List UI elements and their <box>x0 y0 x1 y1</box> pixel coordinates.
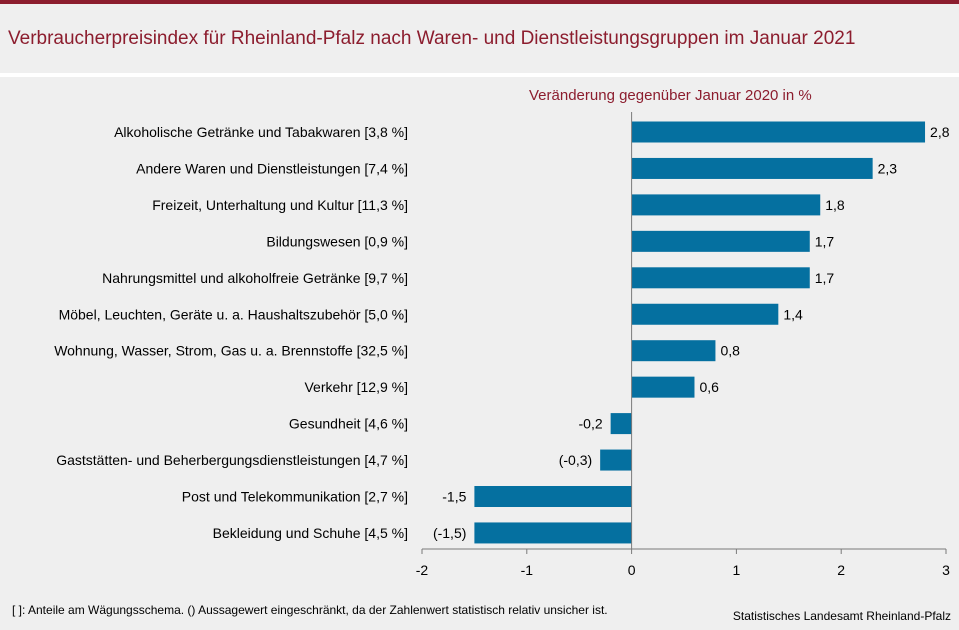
data-label: 1,7 <box>815 233 835 249</box>
category-label: Wohnung, Wasser, Strom, Gas u. a. Brenns… <box>54 343 408 359</box>
x-tick-label: 2 <box>837 562 845 578</box>
data-label: 2,3 <box>878 160 898 176</box>
data-label: 1,8 <box>825 197 845 213</box>
footnote: [ ]: Anteile am Wägungsschema. () Aussag… <box>12 603 608 617</box>
data-label: 2,8 <box>930 124 950 140</box>
data-label: 1,4 <box>783 306 803 322</box>
labels-layer: Alkoholische Getränke und Tabakwaren [3,… <box>54 124 950 541</box>
data-label: (-1,5) <box>433 525 466 541</box>
category-label: Verkehr [12,9 %] <box>304 379 408 395</box>
category-label: Bekleidung und Schuhe [4,5 %] <box>213 525 408 541</box>
bar <box>631 340 716 362</box>
data-label: (-0,3) <box>559 452 592 468</box>
bar <box>600 449 632 471</box>
data-label: 0,8 <box>720 343 740 359</box>
data-label: -1,5 <box>442 489 466 505</box>
title-separator <box>0 73 959 77</box>
data-label: -0,2 <box>579 416 603 432</box>
top-accent-rule <box>0 0 959 4</box>
bars-layer <box>474 121 926 544</box>
category-label: Alkoholische Getränke und Tabakwaren [3,… <box>114 124 408 140</box>
category-label: Freizeit, Unterhaltung und Kultur [11,3 … <box>152 197 408 213</box>
category-label: Möbel, Leuchten, Geräte u. a. Haushaltsz… <box>59 306 408 322</box>
bar <box>631 230 810 252</box>
data-label: 1,7 <box>815 270 835 286</box>
data-label: 0,6 <box>699 379 719 395</box>
chart-title: Verbraucherpreisindex für Rheinland-Pfal… <box>8 28 856 49</box>
category-label: Bildungswesen [0,9 %] <box>266 233 408 249</box>
bar <box>474 486 632 507</box>
category-label: Nahrungsmittel und alkoholfreie Getränke… <box>102 270 408 286</box>
bar <box>610 413 632 435</box>
category-label: Gesundheit [4,6 %] <box>289 416 408 432</box>
bar <box>631 303 779 325</box>
category-label: Gaststätten- und Beherbergungsdienstleis… <box>56 452 408 468</box>
bar <box>474 522 632 544</box>
category-label: Post und Telekommunikation [2,7 %] <box>182 489 408 505</box>
bar <box>631 157 873 179</box>
bar <box>631 376 695 398</box>
x-axis: -2 -1 0 1 2 3 <box>416 112 950 578</box>
x-tick-label: 3 <box>942 562 950 578</box>
bar <box>631 121 926 143</box>
x-tick-label: 1 <box>733 562 741 578</box>
x-tick-label: 0 <box>628 562 636 578</box>
bar <box>631 194 821 216</box>
x-tick-label: -1 <box>521 562 534 578</box>
source-note: Statistisches Landesamt Rheinland-Pfalz <box>732 609 951 623</box>
chart-subtitle: Veränderung gegenüber Januar 2020 in % <box>529 87 812 104</box>
bar <box>631 267 810 289</box>
category-label: Andere Waren und Dienstleistungen [7,4 %… <box>136 160 408 176</box>
x-tick-label: -2 <box>416 562 429 578</box>
